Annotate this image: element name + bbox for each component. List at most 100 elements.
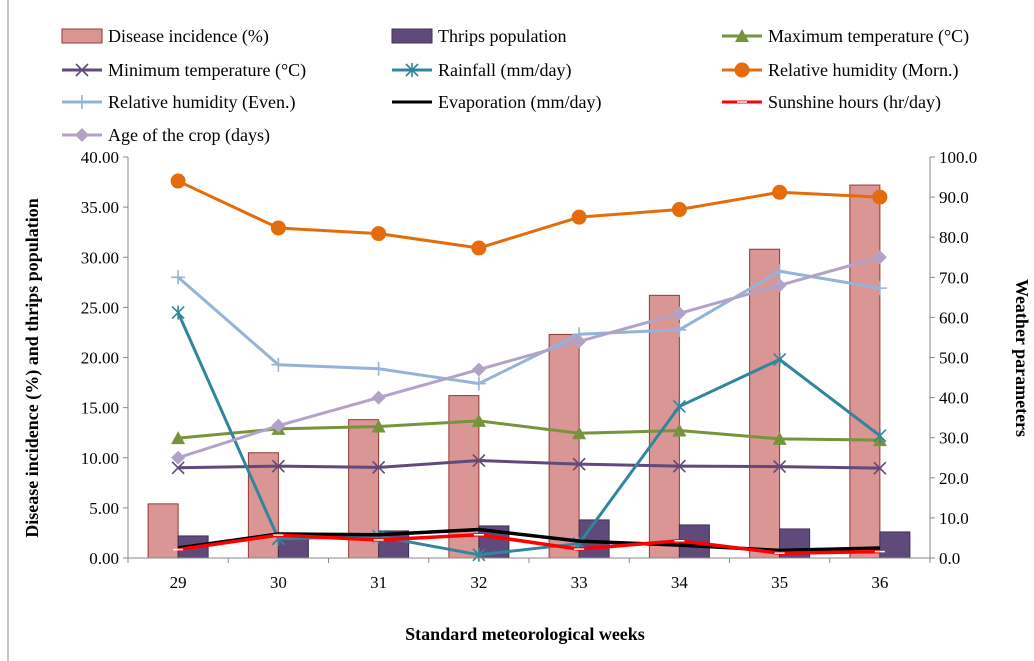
point-minimum-temperature-c-35	[773, 460, 787, 474]
y-tick-label: 30.00	[81, 248, 119, 267]
x-tick-label: 33	[571, 573, 588, 592]
legend-marker	[734, 62, 750, 78]
legend-label: Relative humidity (Even.)	[108, 92, 295, 113]
x-tick-label: 29	[170, 573, 187, 592]
point-age-of-the-crop-days-34	[672, 306, 687, 321]
x-tick-label: 36	[871, 573, 888, 592]
point-minimum-temperature-c-36	[873, 461, 887, 475]
legend-marker	[75, 95, 89, 109]
x-tick-label: 34	[671, 573, 689, 592]
legend-item-relative-humidity-morn: Relative humidity (Morn.)	[722, 60, 958, 81]
x-tick-label: 32	[470, 573, 487, 592]
legend-item-evaporation-mm-day: Evaporation (mm/day)	[392, 92, 601, 113]
y-tick-label: 20.00	[81, 349, 119, 368]
x-tick-label: 35	[771, 573, 788, 592]
line-relative-humidity-even	[177, 269, 881, 386]
y2-tick-label: 20.0	[939, 469, 969, 488]
point-age-of-the-crop-days-33	[572, 334, 587, 349]
point-age-of-the-crop-days-35	[772, 278, 787, 293]
y-axis-title: Disease incidence (%) and thrips populat…	[22, 198, 43, 538]
legend-item-maximum-temperature-c: Maximum temperature (°C)	[722, 26, 969, 47]
point-relative-humidity-even-31	[371, 361, 386, 376]
point-age-of-the-crop-days-29	[171, 450, 186, 465]
plot-area	[147, 173, 911, 562]
legend-item-disease-incidence: Disease incidence (%)	[61, 26, 269, 47]
point-rainfall-mm-day-29	[171, 305, 185, 320]
y2-tick-label: 90.0	[939, 188, 969, 207]
x-tick-label: 30	[270, 573, 287, 592]
point-relative-humidity-even-32	[471, 376, 486, 391]
point-relative-humidity-morn-34	[671, 202, 687, 218]
point-rainfall-mm-day-34	[672, 399, 686, 414]
y2-tick-label: 70.0	[939, 268, 969, 287]
bar-disease-incidence-36	[849, 184, 881, 559]
line-age-of-the-crop-days	[177, 255, 881, 460]
point-minimum-temperature-c-33	[572, 457, 586, 471]
legend-marker	[735, 29, 749, 42]
y-tick-label: 15.00	[81, 399, 119, 418]
y2-tick-label: 60.0	[939, 308, 969, 327]
bar-thrips-population-36	[879, 531, 911, 559]
legend-label: Maximum temperature (°C)	[768, 26, 969, 47]
point-age-of-the-crop-days-36	[872, 250, 887, 265]
point-relative-humidity-morn-35	[772, 184, 788, 200]
legend-marker	[75, 128, 89, 142]
legend-label: Evaporation (mm/day)	[438, 92, 601, 113]
axes: 0.00 5.00 10.00 15.00 20.00 25.00 30.00 35.00 40…	[81, 148, 978, 592]
point-minimum-temperature-c-31	[372, 460, 386, 474]
legend-swatch	[391, 28, 433, 44]
point-maximum-temperature-c-33	[572, 426, 587, 440]
bar-disease-incidence-35	[749, 248, 781, 559]
line-sunshine-hours-hr-day	[177, 532, 880, 555]
point-rainfall-mm-day-32	[472, 547, 486, 562]
point-relative-humidity-even-30	[271, 357, 286, 372]
y-tick-label: 0.00	[89, 549, 119, 568]
x-axis-title: Standard meteorological weeks	[405, 624, 645, 644]
legend-marker	[405, 63, 419, 77]
legend-label: Age of the crop (days)	[108, 125, 270, 146]
y2-axis-title: Weather parameters	[1012, 279, 1032, 437]
point-rainfall-mm-day-36	[873, 428, 887, 443]
point-relative-humidity-morn-32	[471, 240, 487, 256]
point-maximum-temperature-c-32	[471, 413, 486, 427]
point-relative-humidity-morn-36	[872, 189, 888, 205]
bar-disease-incidence-33	[548, 333, 580, 559]
point-maximum-temperature-c-35	[772, 431, 787, 445]
x-tick-label: 31	[370, 573, 387, 592]
y-tick-label: 25.00	[81, 298, 119, 317]
point-relative-humidity-even-36	[872, 281, 887, 296]
point-relative-humidity-morn-31	[371, 226, 387, 242]
y2-tick-label: 100.0	[939, 148, 977, 167]
point-relative-humidity-morn-29	[170, 173, 186, 189]
point-relative-humidity-even-34	[672, 322, 687, 337]
legend: Disease incidence (%) Thrips population Ma…	[61, 26, 969, 146]
point-minimum-temperature-c-29	[171, 461, 185, 475]
point-age-of-the-crop-days-32	[471, 362, 486, 377]
legend-item-thrips-population: Thrips population	[391, 26, 567, 46]
legend-label: Disease incidence (%)	[108, 26, 269, 47]
y2-tick-label: 40.0	[939, 389, 969, 408]
y2-tick-label: 80.0	[939, 228, 969, 247]
point-age-of-the-crop-days-31	[371, 390, 386, 405]
point-minimum-temperature-c-30	[271, 459, 285, 473]
y-tick-label: 5.00	[89, 499, 119, 518]
point-rainfall-mm-day-35	[773, 352, 787, 367]
legend-marker	[75, 63, 89, 77]
y-tick-label: 40.00	[81, 148, 119, 167]
point-maximum-temperature-c-31	[371, 419, 386, 433]
point-relative-humidity-morn-30	[270, 220, 286, 236]
line-maximum-temperature-c	[177, 419, 880, 442]
legend-item-age-of-the-crop-days: Age of the crop (days)	[62, 125, 270, 146]
point-minimum-temperature-c-32	[472, 453, 486, 468]
legend-item-rainfall-mm-day: Rainfall (mm/day)	[392, 60, 571, 81]
point-relative-humidity-even-29	[171, 270, 186, 285]
point-relative-humidity-even-35	[772, 264, 787, 279]
legend-item-minimum-temperature-c: Minimum temperature (°C)	[62, 60, 306, 81]
point-relative-humidity-morn-33	[571, 209, 587, 225]
legend-item-relative-humidity-even: Relative humidity (Even.)	[62, 92, 295, 113]
line-relative-humidity-morn	[177, 179, 880, 250]
point-maximum-temperature-c-29	[171, 431, 186, 445]
legend-item-sunshine-hours-hr-day: Sunshine hours (hr/day)	[722, 92, 941, 113]
line-rainfall-mm-day	[176, 311, 881, 557]
